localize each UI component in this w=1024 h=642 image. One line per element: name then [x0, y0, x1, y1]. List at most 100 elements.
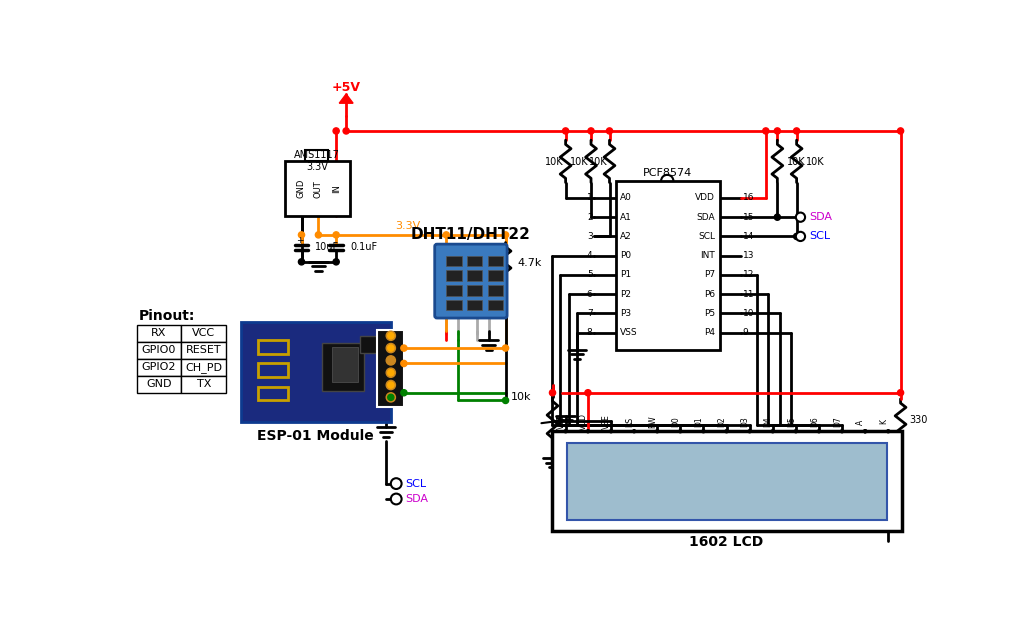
Text: Pinout:: Pinout: — [138, 309, 195, 323]
Text: 3.3V: 3.3V — [306, 162, 328, 172]
Text: 10K: 10K — [570, 157, 589, 167]
Text: OUT: OUT — [314, 180, 323, 198]
Text: ESP-01 Module: ESP-01 Module — [257, 429, 374, 443]
Text: DHT11/DHT22: DHT11/DHT22 — [411, 227, 530, 243]
Text: K: K — [880, 419, 888, 424]
Text: VEE: VEE — [602, 415, 611, 429]
Circle shape — [400, 360, 407, 367]
Circle shape — [587, 429, 590, 433]
Bar — [241, 322, 391, 422]
Text: 10K: 10K — [589, 157, 607, 167]
Text: D1: D1 — [694, 417, 703, 428]
Bar — [181, 376, 226, 393]
Text: VSS: VSS — [557, 415, 565, 429]
Circle shape — [388, 394, 394, 401]
FancyBboxPatch shape — [435, 244, 507, 318]
Circle shape — [887, 429, 890, 433]
Circle shape — [841, 429, 844, 433]
Text: +5V: +5V — [332, 82, 360, 94]
Circle shape — [564, 429, 567, 433]
Text: P2: P2 — [621, 290, 631, 299]
Text: SDA: SDA — [696, 213, 715, 221]
Circle shape — [388, 382, 394, 388]
Bar — [467, 285, 482, 296]
Text: 15: 15 — [742, 213, 755, 221]
Text: GND: GND — [297, 179, 306, 198]
Bar — [137, 359, 181, 376]
Bar — [487, 270, 503, 281]
Circle shape — [749, 429, 752, 433]
Text: RX: RX — [152, 329, 167, 338]
Bar — [181, 325, 226, 342]
Circle shape — [333, 128, 339, 134]
Circle shape — [774, 214, 780, 220]
Text: SCL: SCL — [406, 478, 427, 489]
Circle shape — [386, 331, 395, 340]
Circle shape — [796, 232, 805, 241]
Text: 1602 LCD: 1602 LCD — [689, 535, 764, 549]
Circle shape — [298, 232, 304, 238]
Bar — [552, 431, 902, 532]
Bar — [137, 376, 181, 393]
Text: RS: RS — [625, 417, 634, 427]
Circle shape — [388, 333, 394, 339]
Bar — [181, 359, 226, 376]
Circle shape — [609, 429, 612, 433]
Bar — [446, 285, 462, 296]
Bar — [258, 386, 289, 401]
Circle shape — [386, 381, 395, 390]
Bar — [467, 300, 482, 310]
Circle shape — [550, 390, 556, 396]
Text: SDA: SDA — [406, 494, 428, 504]
Polygon shape — [339, 94, 353, 103]
Text: IN: IN — [332, 184, 341, 193]
Circle shape — [655, 429, 658, 433]
Bar — [487, 256, 503, 266]
Circle shape — [388, 345, 394, 351]
Bar — [258, 363, 289, 377]
Text: D7: D7 — [834, 417, 842, 428]
Circle shape — [443, 232, 450, 238]
Text: 11: 11 — [742, 290, 755, 299]
Circle shape — [588, 128, 594, 134]
Text: A: A — [856, 419, 865, 424]
Text: RESET: RESET — [186, 345, 221, 356]
Text: A0: A0 — [621, 193, 632, 202]
Circle shape — [343, 128, 349, 134]
Bar — [615, 181, 720, 351]
Text: 2: 2 — [587, 213, 593, 221]
Circle shape — [585, 390, 591, 396]
Text: 8: 8 — [587, 328, 593, 337]
Circle shape — [701, 429, 705, 433]
Circle shape — [606, 128, 612, 134]
Bar — [360, 336, 382, 352]
Circle shape — [503, 345, 509, 351]
Bar — [446, 256, 462, 266]
Circle shape — [633, 429, 636, 433]
Circle shape — [400, 345, 407, 351]
Text: P7: P7 — [703, 270, 715, 279]
Circle shape — [386, 343, 395, 352]
Text: RW: RW — [648, 415, 657, 428]
Text: D0: D0 — [672, 417, 680, 428]
Text: 10K: 10K — [806, 157, 824, 167]
Text: P1: P1 — [621, 270, 632, 279]
Circle shape — [763, 128, 769, 134]
Circle shape — [503, 397, 509, 404]
Text: 0.1uF: 0.1uF — [350, 242, 377, 252]
Text: P4: P4 — [703, 328, 715, 337]
Text: 3: 3 — [587, 232, 593, 241]
Text: P3: P3 — [621, 309, 632, 318]
Text: 10K: 10K — [545, 157, 563, 167]
Circle shape — [503, 232, 509, 238]
Text: 4.7k: 4.7k — [517, 258, 542, 268]
Bar — [181, 342, 226, 359]
Circle shape — [679, 429, 682, 433]
Text: A2: A2 — [621, 232, 632, 241]
Text: TX: TX — [197, 379, 211, 389]
Circle shape — [400, 390, 407, 396]
Text: GPIO0: GPIO0 — [142, 345, 176, 356]
Text: GPIO2: GPIO2 — [141, 362, 176, 372]
Text: 5: 5 — [587, 270, 593, 279]
Bar — [137, 325, 181, 342]
